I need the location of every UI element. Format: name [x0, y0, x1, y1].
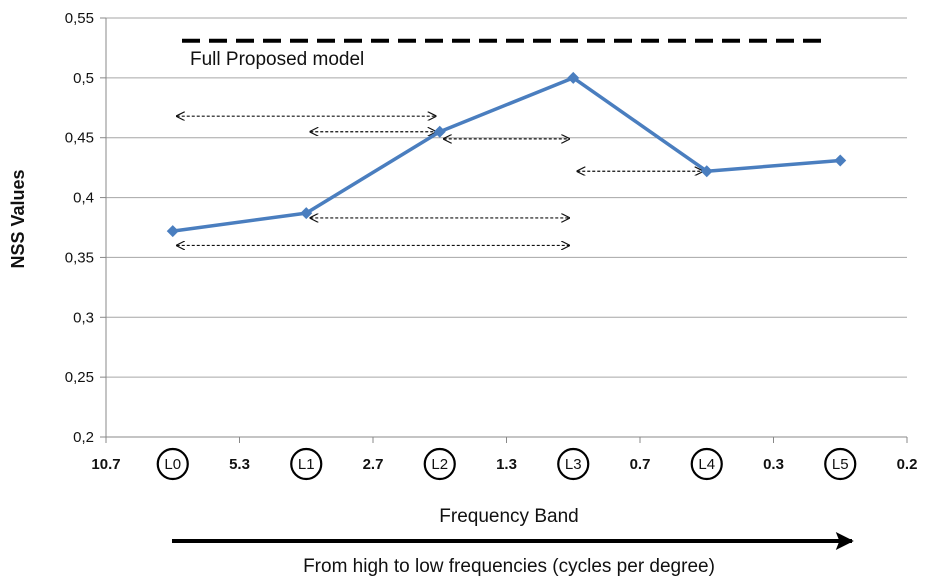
axes: [100, 17, 908, 443]
frequency-edge-label: 0.2: [897, 456, 918, 473]
frequency-edge-label: 0.3: [763, 456, 784, 473]
x-axis-label: Frequency Band: [439, 506, 578, 527]
data-point: [300, 207, 313, 220]
y-axis-label: NSS Values: [8, 169, 28, 268]
level-circle: [690, 447, 723, 481]
frequency-edge-label: 5.3: [229, 456, 250, 473]
level-marker: L0: [156, 447, 189, 481]
frequency-edge-label: 1.3: [496, 456, 517, 473]
level-circle: [824, 447, 857, 481]
direction-caption: From high to low frequencies (cycles per…: [303, 556, 715, 577]
level-circle: [557, 447, 590, 481]
frequency-edge-label: 10.7: [91, 456, 120, 473]
level-marker: L1: [290, 447, 323, 481]
data-point: [433, 125, 446, 138]
y-tick-label: 0,3: [73, 309, 94, 326]
axis-labels: 0,2 0,25 0,3 0,35 0,4 0,45 0,5 0,55 10.7 5.3 2.7 1.…: [65, 10, 918, 481]
level-circle: [423, 447, 456, 481]
y-tick-label: 0,45: [65, 130, 94, 147]
y-tick-label: 0,55: [65, 10, 94, 27]
frequency-edge-label: 0.7: [630, 456, 651, 473]
y-tick-label: 0,35: [65, 249, 94, 266]
level-marker: L5: [824, 447, 857, 481]
level-label: L1: [298, 456, 315, 473]
data-point: [834, 154, 847, 167]
level-label: L2: [431, 456, 448, 473]
y-tick-label: 0,4: [73, 190, 94, 207]
level-label: L0: [164, 456, 181, 473]
y-tick-label: 0,5: [73, 70, 94, 87]
level-label: L5: [832, 456, 849, 473]
gridlines: [106, 17, 907, 378]
data-point: [700, 165, 713, 178]
reference-line-label: Full Proposed model: [190, 49, 364, 70]
level-marker: L3: [557, 447, 590, 481]
level-label: L4: [698, 456, 715, 473]
y-tick-label: 0,25: [65, 369, 94, 386]
frequency-edge-label: 2.7: [363, 456, 384, 473]
data-point: [166, 225, 179, 238]
data-point: [567, 71, 580, 84]
level-circle: [290, 447, 323, 481]
level-circle: [156, 447, 189, 481]
level-label: L3: [565, 456, 582, 473]
series-line-group: [166, 71, 847, 238]
series-line: [172, 76, 841, 233]
y-tick-label: 0,2: [73, 429, 94, 446]
comparison-arrows: [177, 116, 703, 245]
level-marker: L2: [423, 447, 456, 481]
level-marker: L4: [690, 447, 723, 481]
